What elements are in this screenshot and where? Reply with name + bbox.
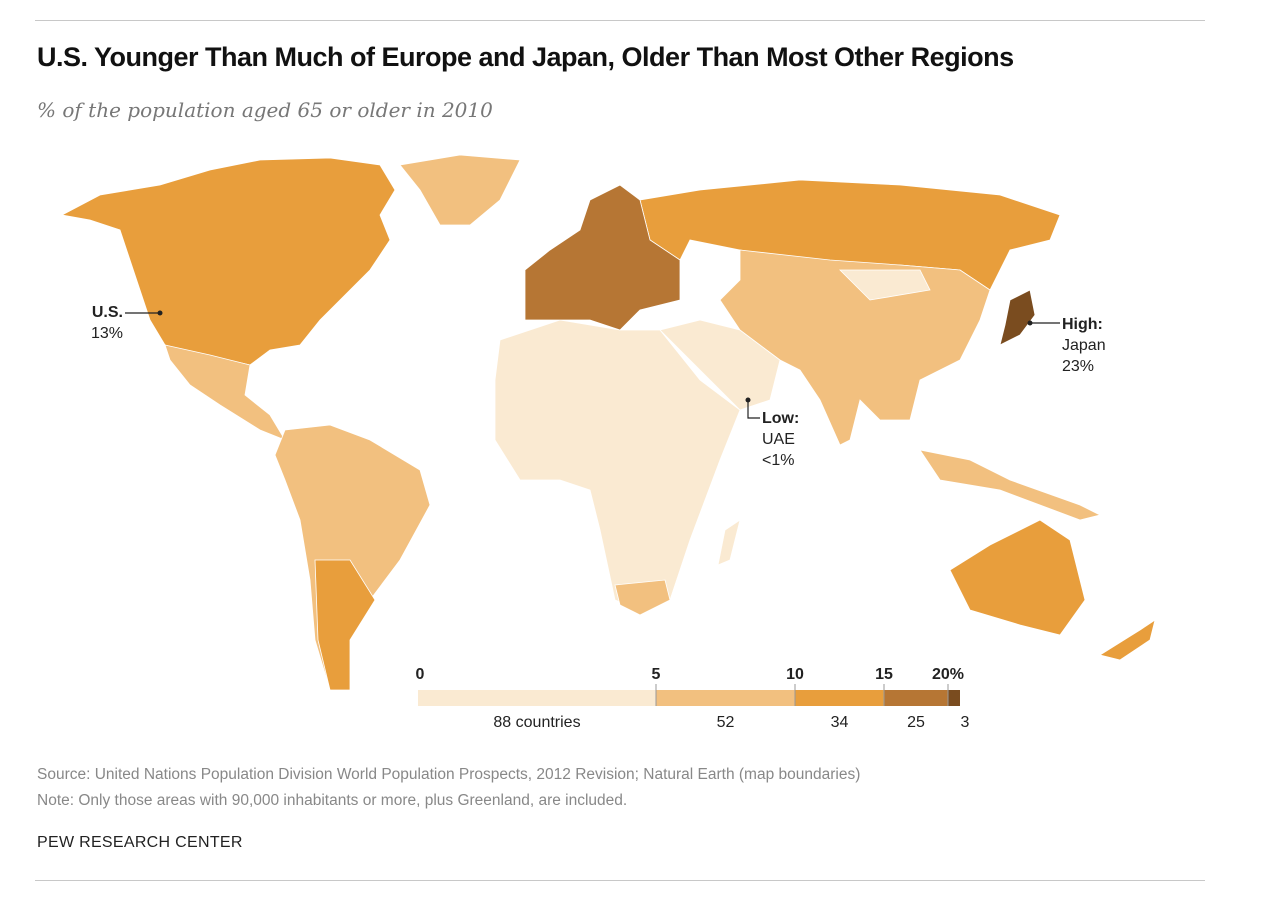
legend: 88 countries 52 34 25 3 0 5 10 15 20% [416,666,970,731]
region-south-america [274,424,431,691]
note: Note: Only those areas with 90,000 inhab… [37,792,628,809]
us-marker [157,310,163,316]
region-argentina [314,559,376,691]
legend-tick-label: 5 [652,666,661,683]
legend-tick-label: 15 [875,666,893,683]
chart-title: U.S. Younger Than Much of Europe and Jap… [37,42,1014,72]
annotation-low: Low: UAE <1% [762,410,800,469]
legend-swatch [948,690,960,706]
legend-count: 52 [717,714,735,731]
legend-tick-label: 10 [786,666,804,683]
source-note: Source: United Nations Population Divisi… [37,766,861,783]
region-central-america [164,344,286,441]
region-madagascar [717,519,741,566]
region-north-america [60,157,396,366]
japan-marker [1027,320,1033,326]
annotation-lines [125,312,1060,419]
region-asia [719,249,991,446]
legend-tick-label: 0 [416,666,425,683]
region-mongolia [839,269,931,301]
brand-label: PEW RESEARCH CENTER [37,834,243,851]
region-southeast-asia-islands [919,449,1102,521]
legend-count: 25 [907,714,925,731]
region-southern-africa [614,579,671,616]
legend-count: 3 [961,714,970,731]
bottom-rule [35,880,1205,881]
region-australia [949,519,1086,636]
legend-swatch [884,690,948,706]
annotation-high: High: Japan 23% [1062,316,1106,375]
legend-count: 34 [831,714,849,731]
legend-swatch [418,690,656,706]
legend-swatch [656,690,795,706]
legend-count: 88 countries [493,714,580,731]
region-middle-east [659,319,781,411]
region-europe [524,184,681,331]
annotation-us: U.S. 13% [90,304,123,342]
region-greenland [399,154,521,226]
legend-swatch [795,690,884,706]
region-new-zealand [1098,619,1156,661]
top-rule [35,20,1205,21]
legend-tick-label: 20% [932,666,964,683]
uae-marker [745,397,751,403]
chart-subtitle: % of the population aged 65 or older in … [37,98,493,122]
region-japan [999,289,1036,346]
